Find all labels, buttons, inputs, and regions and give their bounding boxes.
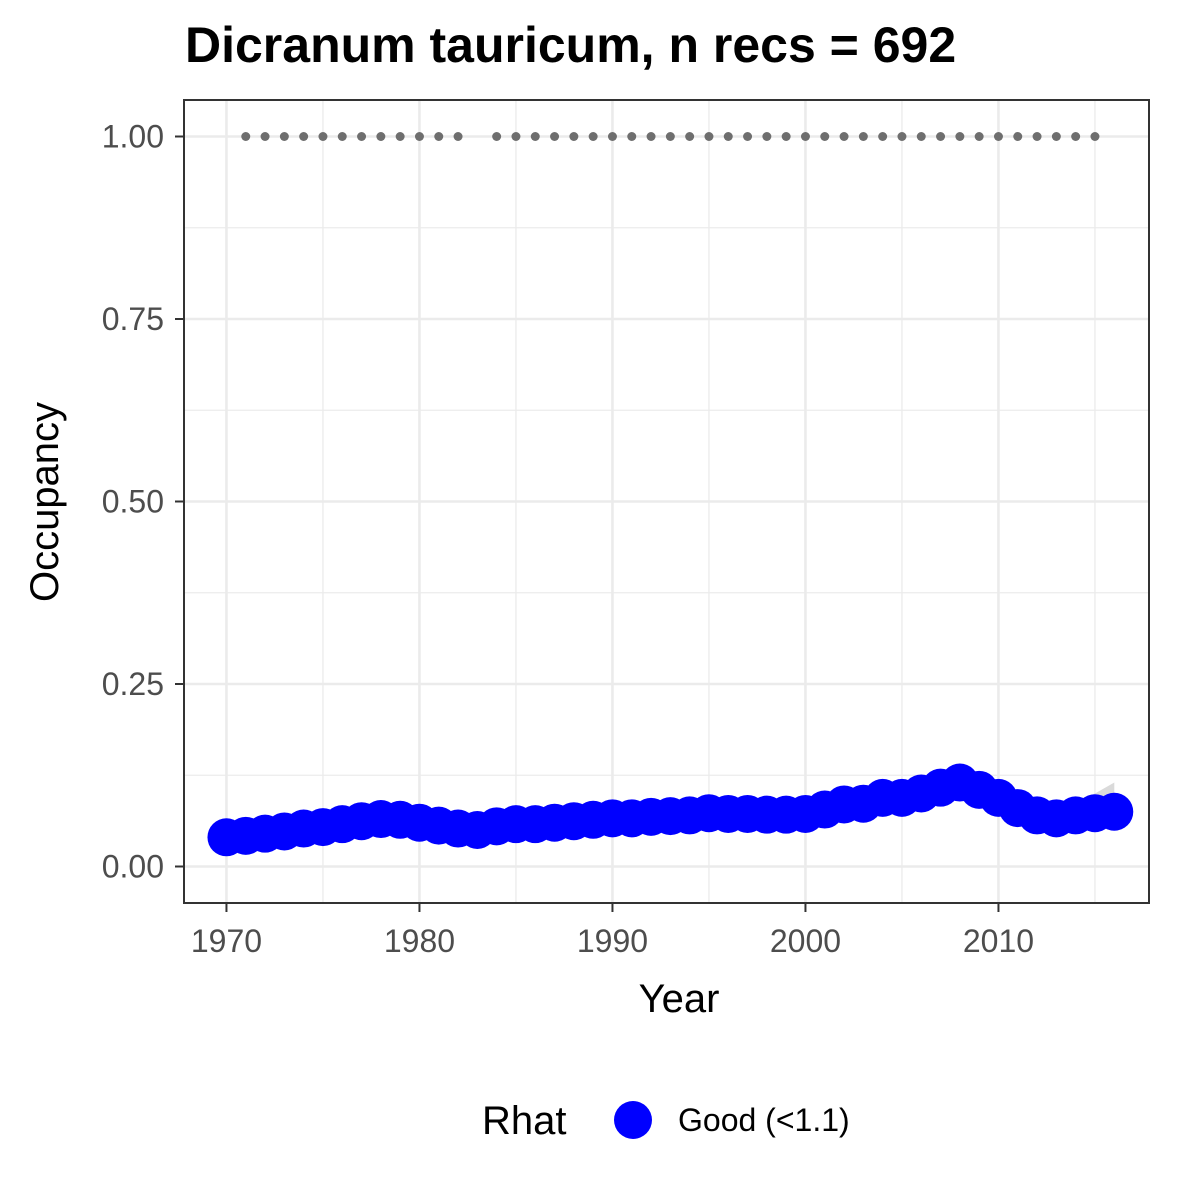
record-dots-layer	[241, 132, 1100, 141]
record-dot	[955, 132, 965, 141]
record-dot	[685, 132, 695, 141]
record-dot	[318, 132, 328, 141]
record-dot	[800, 132, 810, 141]
record-dot	[299, 132, 309, 141]
record-dot	[781, 132, 791, 141]
y-tick-label: 1.00	[102, 119, 164, 155]
record-dot	[646, 132, 656, 141]
record-dot	[1013, 132, 1023, 141]
record-dot	[337, 132, 347, 141]
record-dot	[839, 132, 849, 141]
record-dot	[376, 132, 386, 141]
occupancy-points-layer	[207, 763, 1134, 857]
record-dot	[395, 132, 405, 141]
x-tick-label: 2010	[963, 923, 1034, 959]
record-dot	[897, 132, 907, 141]
record-dot	[1032, 132, 1042, 141]
y-axis-title: Occupancy	[23, 402, 67, 602]
x-axis-title: Year	[639, 977, 720, 1021]
x-tick-label: 2000	[770, 923, 841, 959]
record-dot	[511, 132, 521, 141]
legend-title: Rhat	[482, 1099, 567, 1143]
record-dot	[993, 132, 1003, 141]
legend-key-good	[614, 1101, 652, 1139]
y-tick-label: 0.75	[102, 301, 164, 337]
x-axis: 1970 1980 1990 2000 2010	[191, 903, 1034, 959]
record-dot	[723, 132, 733, 141]
record-dot	[743, 132, 753, 141]
record-dot	[607, 132, 617, 141]
record-dot	[762, 132, 772, 141]
occupancy-point	[1095, 792, 1134, 831]
record-dot	[453, 132, 463, 141]
y-tick-label: 0.50	[102, 484, 164, 520]
legend-label-good: Good (<1.1)	[678, 1102, 850, 1138]
chart-title: Dicranum tauricum, n recs = 692	[185, 17, 956, 73]
y-axis: 0.00 0.25 0.50 0.75 1.00	[102, 119, 184, 885]
record-dot	[704, 132, 714, 141]
record-dot	[241, 132, 251, 141]
record-dot	[569, 132, 579, 141]
record-dot	[665, 132, 675, 141]
legend: Rhat Good (<1.1)	[482, 1099, 850, 1143]
record-dot	[357, 132, 367, 141]
record-dot	[858, 132, 868, 141]
x-tick-label: 1980	[384, 923, 455, 959]
record-dot	[260, 132, 270, 141]
record-dot	[530, 132, 540, 141]
record-dot	[492, 132, 502, 141]
record-dot	[588, 132, 598, 141]
record-dot	[916, 132, 926, 141]
record-dot	[627, 132, 637, 141]
x-tick-label: 1990	[577, 923, 648, 959]
record-dot	[414, 132, 424, 141]
y-tick-label: 0.25	[102, 666, 164, 702]
record-dot	[279, 132, 289, 141]
record-dot	[820, 132, 830, 141]
record-dot	[1051, 132, 1061, 141]
record-dot	[434, 132, 444, 141]
record-dot	[1071, 132, 1081, 141]
grid-major	[184, 100, 1149, 903]
record-dot	[1090, 132, 1100, 141]
record-dot	[550, 132, 560, 141]
y-tick-label: 0.00	[102, 849, 164, 885]
record-dot	[974, 132, 984, 141]
record-dot	[936, 132, 946, 141]
x-tick-label: 1970	[191, 923, 262, 959]
record-dot	[878, 132, 888, 141]
